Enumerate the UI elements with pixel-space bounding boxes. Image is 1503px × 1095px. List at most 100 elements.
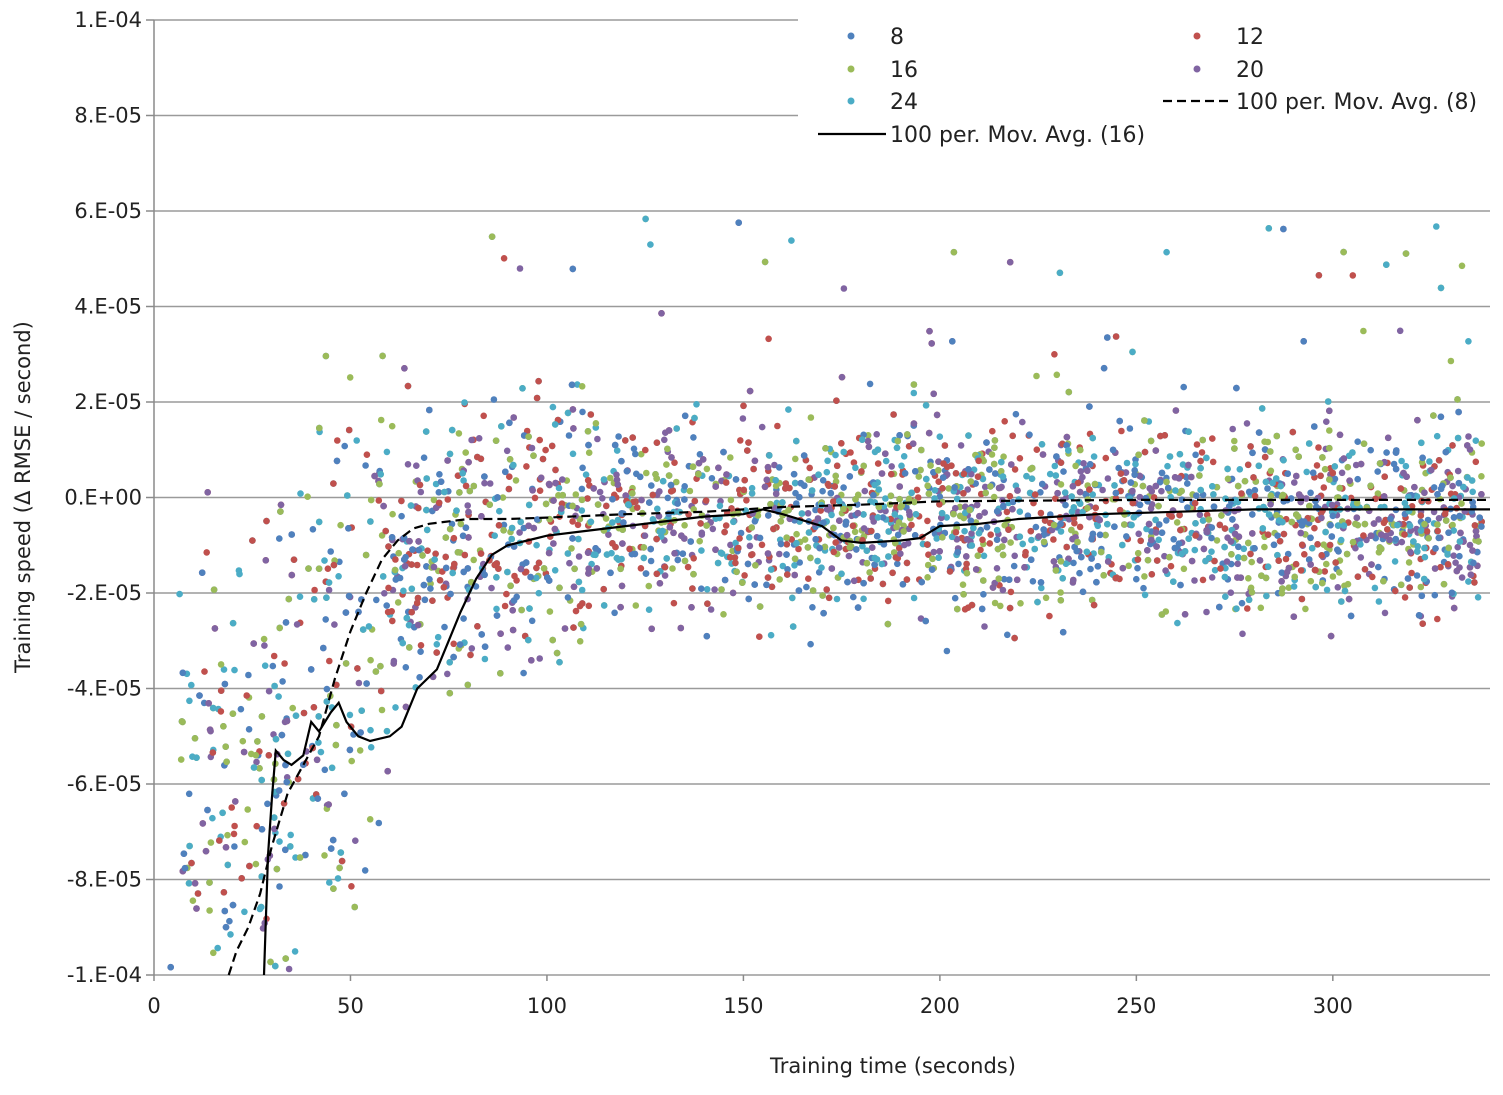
data-point <box>380 502 387 510</box>
data-point <box>1375 563 1382 571</box>
data-point <box>981 509 988 516</box>
data-point <box>579 600 586 607</box>
data-point <box>976 512 983 520</box>
data-point <box>315 739 322 746</box>
data-point <box>1001 418 1008 425</box>
data-point <box>570 583 578 591</box>
data-point <box>1262 574 1270 582</box>
data-point <box>1456 552 1463 560</box>
data-point <box>1216 603 1223 611</box>
data-point <box>1222 564 1229 572</box>
data-point <box>288 531 296 538</box>
data-point <box>1060 468 1067 475</box>
data-point <box>496 507 503 515</box>
data-point <box>231 822 238 830</box>
data-point <box>1357 541 1364 548</box>
data-point <box>1006 492 1014 500</box>
data-point <box>533 574 540 582</box>
data-point <box>1338 469 1346 477</box>
data-point <box>726 554 734 561</box>
data-point <box>1175 475 1183 482</box>
data-point <box>460 615 467 622</box>
data-point <box>587 518 595 526</box>
data-point <box>1454 396 1461 403</box>
data-point <box>1367 482 1374 490</box>
data-point <box>1119 564 1127 572</box>
data-point <box>377 416 385 424</box>
data-point <box>677 624 685 632</box>
data-point <box>517 565 525 573</box>
data-point <box>297 490 304 497</box>
data-point <box>1423 528 1431 535</box>
data-point <box>600 602 608 609</box>
data-point <box>630 498 637 506</box>
data-point <box>722 522 730 529</box>
data-point <box>727 496 735 504</box>
data-point <box>1329 573 1337 580</box>
data-point <box>556 658 563 666</box>
data-point <box>1104 520 1111 528</box>
data-point <box>737 529 745 537</box>
data-point <box>1185 535 1192 542</box>
data-point <box>282 619 290 626</box>
data-point <box>466 487 474 495</box>
data-point <box>736 535 743 542</box>
data-point <box>1158 487 1165 495</box>
data-point <box>1028 464 1036 472</box>
data-point <box>986 466 993 473</box>
data-point <box>1447 474 1454 482</box>
data-point <box>980 552 988 560</box>
data-point <box>721 528 728 536</box>
data-point <box>446 525 454 533</box>
data-point <box>1050 521 1058 529</box>
data-point <box>957 442 965 449</box>
data-point <box>1170 536 1177 543</box>
x-tick-label: 100 <box>527 994 567 1018</box>
data-point <box>1000 502 1007 510</box>
data-point <box>1453 567 1461 575</box>
data-point <box>860 579 867 587</box>
data-point <box>1155 502 1162 510</box>
data-point <box>1421 544 1428 552</box>
data-point <box>940 460 947 467</box>
data-point <box>1231 445 1238 452</box>
data-point <box>525 501 533 509</box>
data-point <box>1435 457 1443 464</box>
data-point <box>1127 479 1135 486</box>
data-point <box>1415 612 1423 619</box>
data-point <box>1298 541 1306 549</box>
data-point <box>1280 456 1287 464</box>
data-point <box>1340 522 1348 529</box>
data-point <box>355 679 363 687</box>
data-point <box>795 545 802 553</box>
data-point <box>997 602 1004 610</box>
data-point <box>600 476 608 483</box>
data-point <box>559 491 566 499</box>
data-point <box>1447 357 1455 365</box>
data-point <box>793 539 800 547</box>
data-point <box>910 381 918 388</box>
data-point <box>261 662 269 669</box>
data-point <box>250 640 257 647</box>
data-point <box>1011 552 1018 560</box>
data-point <box>1213 537 1221 544</box>
data-point <box>189 897 197 904</box>
data-point <box>421 596 429 604</box>
data-point <box>322 352 330 360</box>
data-point <box>491 532 499 539</box>
data-point <box>431 556 438 563</box>
data-point <box>330 561 338 569</box>
data-point <box>620 519 627 526</box>
data-point <box>1046 470 1054 478</box>
data-point <box>1004 631 1011 639</box>
data-point <box>686 487 694 495</box>
data-point <box>481 571 488 579</box>
data-point <box>446 689 454 697</box>
data-point <box>561 625 569 632</box>
data-point <box>807 414 815 421</box>
y-tick-label: -4.E-05 <box>67 677 142 701</box>
data-point <box>1343 550 1351 558</box>
data-point <box>337 521 344 529</box>
data-point <box>712 546 719 553</box>
